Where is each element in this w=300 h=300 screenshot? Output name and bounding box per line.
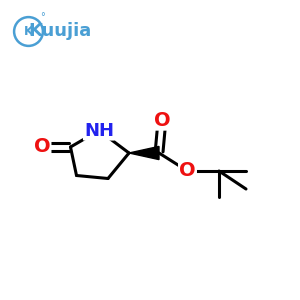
Text: K: K [24, 25, 33, 38]
Text: °: ° [40, 12, 45, 22]
Text: O: O [179, 161, 196, 181]
Text: O: O [154, 110, 170, 130]
Polygon shape [129, 146, 159, 160]
Text: O: O [34, 137, 50, 157]
Text: NH: NH [84, 122, 114, 140]
Text: Kuujia: Kuujia [28, 22, 92, 40]
